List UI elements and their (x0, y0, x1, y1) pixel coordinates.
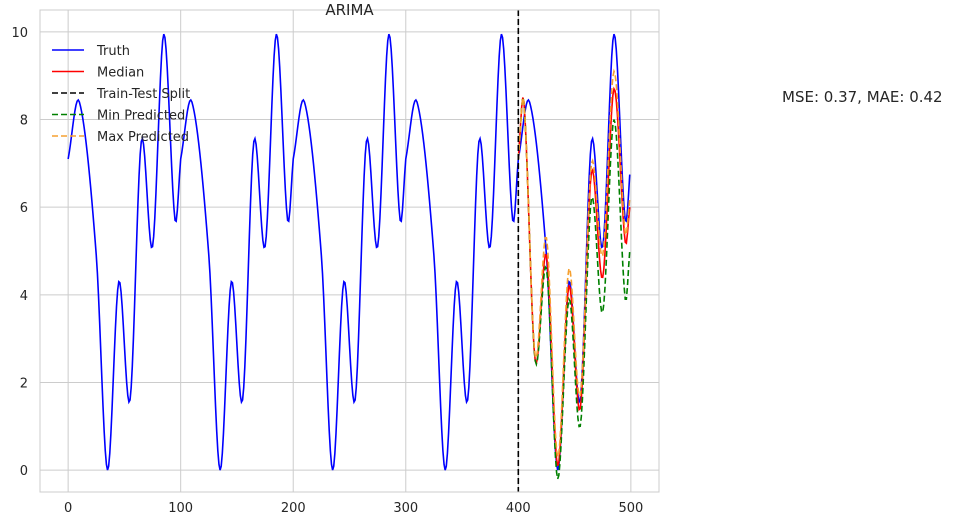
y-tick-label: 4 (20, 289, 28, 304)
plot-background (40, 10, 659, 492)
y-tick-label: 10 (11, 26, 28, 41)
series-line-max-predicted (517, 68, 631, 458)
legend-label: Truth (96, 44, 130, 59)
legend-label: Train-Test Split (96, 87, 190, 102)
chart-title: ARIMA (325, 1, 374, 19)
y-tick-label: 0 (20, 464, 28, 479)
legend-label: Median (97, 66, 144, 81)
tick-labels: 0 100 200 300 400 500 0 2 4 6 8 10 (11, 26, 643, 516)
grid (40, 10, 659, 492)
x-tick-label: 100 (168, 501, 193, 516)
legend-label: Max Predicted (97, 130, 189, 145)
y-tick-label: 2 (20, 376, 28, 391)
y-tick-label: 6 (20, 201, 28, 216)
x-tick-label: 500 (618, 501, 643, 516)
series-line-median (517, 86, 631, 466)
y-tick-label: 8 (20, 114, 28, 129)
series-line-truth (67, 33, 631, 471)
legend-label: Min Predicted (97, 109, 185, 124)
x-tick-label: 300 (393, 501, 418, 516)
legend: Truth Median Train-Test Split Min Predicted… (52, 44, 190, 145)
series-layer (67, 10, 631, 492)
series-line-min-predicted (517, 97, 631, 480)
x-tick-label: 400 (506, 501, 531, 516)
x-tick-label: 200 (281, 501, 306, 516)
metrics-annotation: MSE: 0.37, MAE: 0.42 (782, 88, 943, 106)
plot-frame (39, 9, 660, 493)
x-tick-label: 0 (64, 501, 72, 516)
